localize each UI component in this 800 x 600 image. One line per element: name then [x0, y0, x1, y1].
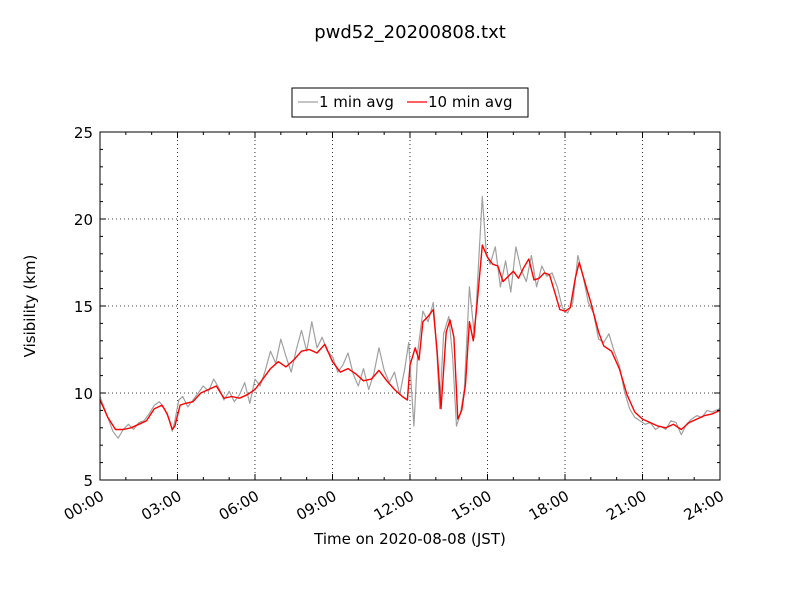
y-tick-label: 25: [74, 124, 93, 142]
x-tick-label: 24:00: [681, 487, 727, 524]
x-tick-label: 15:00: [448, 487, 494, 524]
plot-area-frame: [99, 131, 721, 481]
legend-label-10-min-avg: 10 min avg: [428, 93, 513, 111]
y-tick-label: 15: [74, 298, 93, 316]
x-tick-label: 12:00: [371, 487, 417, 524]
axis-ticks: 00:00 03:00 06:00 09:00 12:00 15:00 18:00 21:00…: [61, 124, 727, 524]
y-tick-label: 5: [83, 472, 93, 490]
legend-label-1-min-avg: 1 min avg: [319, 93, 394, 111]
x-tick-label: 09:00: [293, 487, 339, 524]
y-axis-label: Visibility (km): [21, 255, 39, 358]
y-tick-label: 20: [74, 211, 93, 229]
x-axis-label: Time on 2020-08-08 (JST): [313, 530, 506, 548]
x-tick-label: 21:00: [603, 487, 649, 524]
x-tick-label: 06:00: [216, 487, 262, 524]
grid-lines: [100, 132, 720, 480]
chart-title: pwd52_20200808.txt: [314, 22, 506, 43]
legend: 1 min avg 10 min avg: [291, 87, 529, 118]
series-line-10-min-avg: [99, 244, 721, 431]
y-tick-label: 10: [74, 385, 93, 403]
x-tick-label: 00:00: [61, 487, 107, 524]
series-layer: [99, 195, 721, 439]
x-tick-label: 18:00: [526, 487, 572, 524]
x-tick-label: 03:00: [138, 487, 184, 524]
series-line-1-min-avg: [99, 195, 721, 439]
